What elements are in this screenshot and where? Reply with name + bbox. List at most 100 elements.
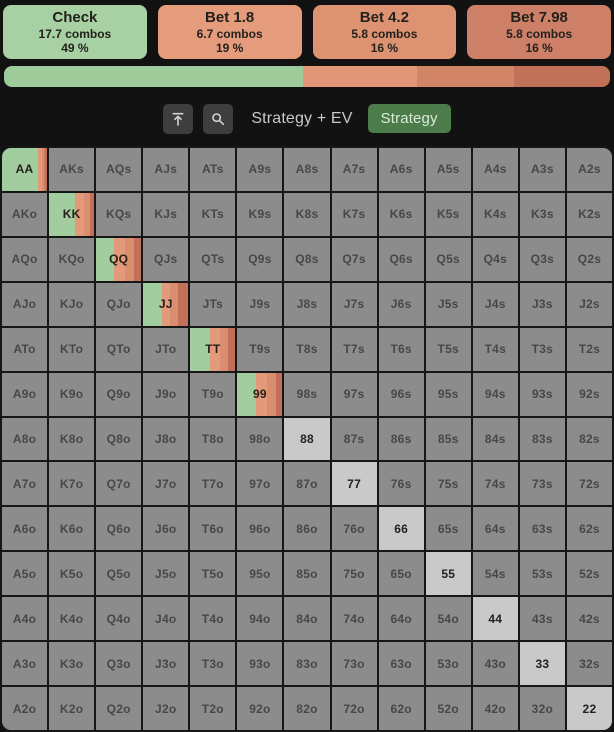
hand-cell-T4s[interactable]: T4s xyxy=(472,327,518,371)
hand-cell-86s[interactable]: 86s xyxy=(378,417,424,461)
hand-cell-K4o[interactable]: K4o xyxy=(49,597,95,641)
hand-cell-83o[interactable]: 83o xyxy=(284,642,330,686)
hand-cell-53o[interactable]: 53o xyxy=(425,642,471,686)
hand-cell-74o[interactable]: 74o xyxy=(331,597,377,641)
hand-cell-J4o[interactable]: J4o xyxy=(143,597,189,641)
hand-cell-QTs[interactable]: QTs xyxy=(190,237,236,281)
hand-cell-KTo[interactable]: KTo xyxy=(49,327,95,371)
hand-cell-KJo[interactable]: KJo xyxy=(49,282,95,326)
hand-cell-T5s[interactable]: T5s xyxy=(425,327,471,371)
hand-cell-Q5s[interactable]: Q5s xyxy=(425,237,471,281)
hand-cell-94s[interactable]: 94s xyxy=(472,372,518,416)
hand-cell-J9s[interactable]: J9s xyxy=(237,282,283,326)
hand-cell-54o[interactable]: 54o xyxy=(425,597,471,641)
hand-cell-77[interactable]: 77 xyxy=(331,462,377,506)
hand-cell-82s[interactable]: 82s xyxy=(566,417,612,461)
hand-cell-TT[interactable]: TT xyxy=(190,327,236,371)
hand-cell-KQo[interactable]: KQo xyxy=(49,237,95,281)
hand-cell-A2o[interactable]: A2o xyxy=(2,687,48,730)
hand-cell-J7s[interactable]: J7s xyxy=(331,282,377,326)
hand-cell-T7s[interactable]: T7s xyxy=(331,327,377,371)
hand-cell-K5o[interactable]: K5o xyxy=(49,552,95,596)
hand-cell-75o[interactable]: 75o xyxy=(331,552,377,596)
hand-cell-T8s[interactable]: T8s xyxy=(284,327,330,371)
hand-cell-Q9s[interactable]: Q9s xyxy=(237,237,283,281)
hand-cell-K3o[interactable]: K3o xyxy=(49,642,95,686)
hand-cell-QQ[interactable]: QQ xyxy=(96,237,142,281)
hand-cell-J4s[interactable]: J4s xyxy=(472,282,518,326)
hand-cell-ATo[interactable]: ATo xyxy=(2,327,48,371)
align-top-button[interactable] xyxy=(163,103,194,134)
hand-cell-85o[interactable]: 85o xyxy=(284,552,330,596)
mode-option-strategy[interactable]: Strategy xyxy=(367,104,451,133)
hand-cell-74s[interactable]: 74s xyxy=(472,462,518,506)
hand-cell-73s[interactable]: 73s xyxy=(519,462,565,506)
hand-cell-JJ[interactable]: JJ xyxy=(143,282,189,326)
hand-cell-J7o[interactable]: J7o xyxy=(143,462,189,506)
hand-cell-T3o[interactable]: T3o xyxy=(190,642,236,686)
hand-cell-87s[interactable]: 87s xyxy=(331,417,377,461)
hand-cell-55[interactable]: 55 xyxy=(425,552,471,596)
hand-cell-AA[interactable]: AA xyxy=(2,148,48,191)
hand-cell-84s[interactable]: 84s xyxy=(472,417,518,461)
hand-cell-A2s[interactable]: A2s xyxy=(566,148,612,191)
hand-cell-42s[interactable]: 42s xyxy=(566,597,612,641)
hand-cell-73o[interactable]: 73o xyxy=(331,642,377,686)
hand-cell-33[interactable]: 33 xyxy=(519,642,565,686)
hand-cell-93s[interactable]: 93s xyxy=(519,372,565,416)
hand-cell-63o[interactable]: 63o xyxy=(378,642,424,686)
hand-cell-Q9o[interactable]: Q9o xyxy=(96,372,142,416)
hand-cell-AJo[interactable]: AJo xyxy=(2,282,48,326)
hand-cell-T9s[interactable]: T9s xyxy=(237,327,283,371)
hand-cell-85s[interactable]: 85s xyxy=(425,417,471,461)
hand-cell-K5s[interactable]: K5s xyxy=(425,192,471,236)
hand-cell-93o[interactable]: 93o xyxy=(237,642,283,686)
hand-cell-92s[interactable]: 92s xyxy=(566,372,612,416)
hand-cell-Q4o[interactable]: Q4o xyxy=(96,597,142,641)
hand-cell-QJo[interactable]: QJo xyxy=(96,282,142,326)
hand-cell-86o[interactable]: 86o xyxy=(284,507,330,551)
hand-cell-T3s[interactable]: T3s xyxy=(519,327,565,371)
hand-cell-96o[interactable]: 96o xyxy=(237,507,283,551)
hand-cell-66[interactable]: 66 xyxy=(378,507,424,551)
hand-cell-K8o[interactable]: K8o xyxy=(49,417,95,461)
hand-cell-A4s[interactable]: A4s xyxy=(472,148,518,191)
hand-cell-Q8s[interactable]: Q8s xyxy=(284,237,330,281)
hand-cell-A8o[interactable]: A8o xyxy=(2,417,48,461)
zoom-button[interactable] xyxy=(203,103,234,134)
hand-cell-T8o[interactable]: T8o xyxy=(190,417,236,461)
hand-cell-J6s[interactable]: J6s xyxy=(378,282,424,326)
hand-cell-76o[interactable]: 76o xyxy=(331,507,377,551)
hand-cell-Q8o[interactable]: Q8o xyxy=(96,417,142,461)
hand-cell-K2s[interactable]: K2s xyxy=(566,192,612,236)
action-button-bet-7-98[interactable]: Bet 7.98 5.8 combos 16 % xyxy=(467,5,611,59)
hand-cell-32s[interactable]: 32s xyxy=(566,642,612,686)
hand-cell-J3s[interactable]: J3s xyxy=(519,282,565,326)
hand-cell-65o[interactable]: 65o xyxy=(378,552,424,596)
hand-cell-97s[interactable]: 97s xyxy=(331,372,377,416)
hand-cell-43o[interactable]: 43o xyxy=(472,642,518,686)
hand-cell-J8s[interactable]: J8s xyxy=(284,282,330,326)
hand-cell-42o[interactable]: 42o xyxy=(472,687,518,730)
hand-cell-QJs[interactable]: QJs xyxy=(143,237,189,281)
hand-cell-J2s[interactable]: J2s xyxy=(566,282,612,326)
hand-cell-Q4s[interactable]: Q4s xyxy=(472,237,518,281)
hand-cell-54s[interactable]: 54s xyxy=(472,552,518,596)
hand-cell-Q7o[interactable]: Q7o xyxy=(96,462,142,506)
hand-cell-T2o[interactable]: T2o xyxy=(190,687,236,730)
hand-cell-T7o[interactable]: T7o xyxy=(190,462,236,506)
hand-cell-T4o[interactable]: T4o xyxy=(190,597,236,641)
hand-cell-A3s[interactable]: A3s xyxy=(519,148,565,191)
hand-cell-64o[interactable]: 64o xyxy=(378,597,424,641)
hand-cell-KTs[interactable]: KTs xyxy=(190,192,236,236)
hand-cell-97o[interactable]: 97o xyxy=(237,462,283,506)
action-button-check[interactable]: Check 17.7 combos 49 % xyxy=(3,5,147,59)
hand-cell-62s[interactable]: 62s xyxy=(566,507,612,551)
hand-cell-96s[interactable]: 96s xyxy=(378,372,424,416)
hand-cell-K3s[interactable]: K3s xyxy=(519,192,565,236)
hand-cell-52s[interactable]: 52s xyxy=(566,552,612,596)
hand-cell-K9s[interactable]: K9s xyxy=(237,192,283,236)
hand-cell-83s[interactable]: 83s xyxy=(519,417,565,461)
hand-cell-95o[interactable]: 95o xyxy=(237,552,283,596)
hand-cell-AQs[interactable]: AQs xyxy=(96,148,142,191)
